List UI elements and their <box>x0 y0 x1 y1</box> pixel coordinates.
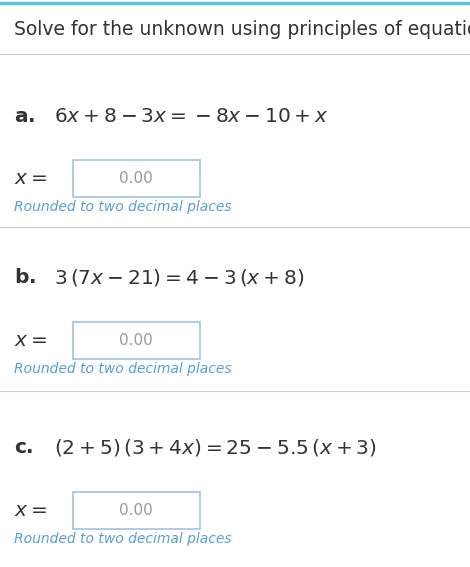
FancyBboxPatch shape <box>73 322 200 358</box>
FancyBboxPatch shape <box>73 160 200 197</box>
Text: Solve for the unknown using principles of equations:: Solve for the unknown using principles o… <box>14 20 470 39</box>
Text: Rounded to two decimal places: Rounded to two decimal places <box>14 362 232 375</box>
Text: $\mathbf{a.}$: $\mathbf{a.}$ <box>14 107 35 126</box>
FancyBboxPatch shape <box>73 492 200 528</box>
Text: $6x + 8 - 3x = -8x - 10 + x$: $6x + 8 - 3x = -8x - 10 + x$ <box>54 107 329 126</box>
Text: $x = $: $x = $ <box>14 169 47 188</box>
Text: 0.00: 0.00 <box>119 333 153 348</box>
Text: 0.00: 0.00 <box>119 171 153 186</box>
Text: $\mathbf{c.}$: $\mathbf{c.}$ <box>14 438 33 458</box>
Text: Rounded to two decimal places: Rounded to two decimal places <box>14 532 232 545</box>
Text: $3\,(7x - 21) = 4 - 3\,(x + 8)$: $3\,(7x - 21) = 4 - 3\,(x + 8)$ <box>54 267 305 289</box>
Text: $x = $: $x = $ <box>14 501 47 520</box>
Text: $\mathbf{b.}$: $\mathbf{b.}$ <box>14 268 36 287</box>
Text: Rounded to two decimal places: Rounded to two decimal places <box>14 200 232 214</box>
Text: $x = $: $x = $ <box>14 331 47 350</box>
Text: 0.00: 0.00 <box>119 503 153 518</box>
Text: $(2 + 5)\,(3 + 4x) = 25 - 5.5\,(x + 3)$: $(2 + 5)\,(3 + 4x) = 25 - 5.5\,(x + 3)$ <box>54 437 377 459</box>
